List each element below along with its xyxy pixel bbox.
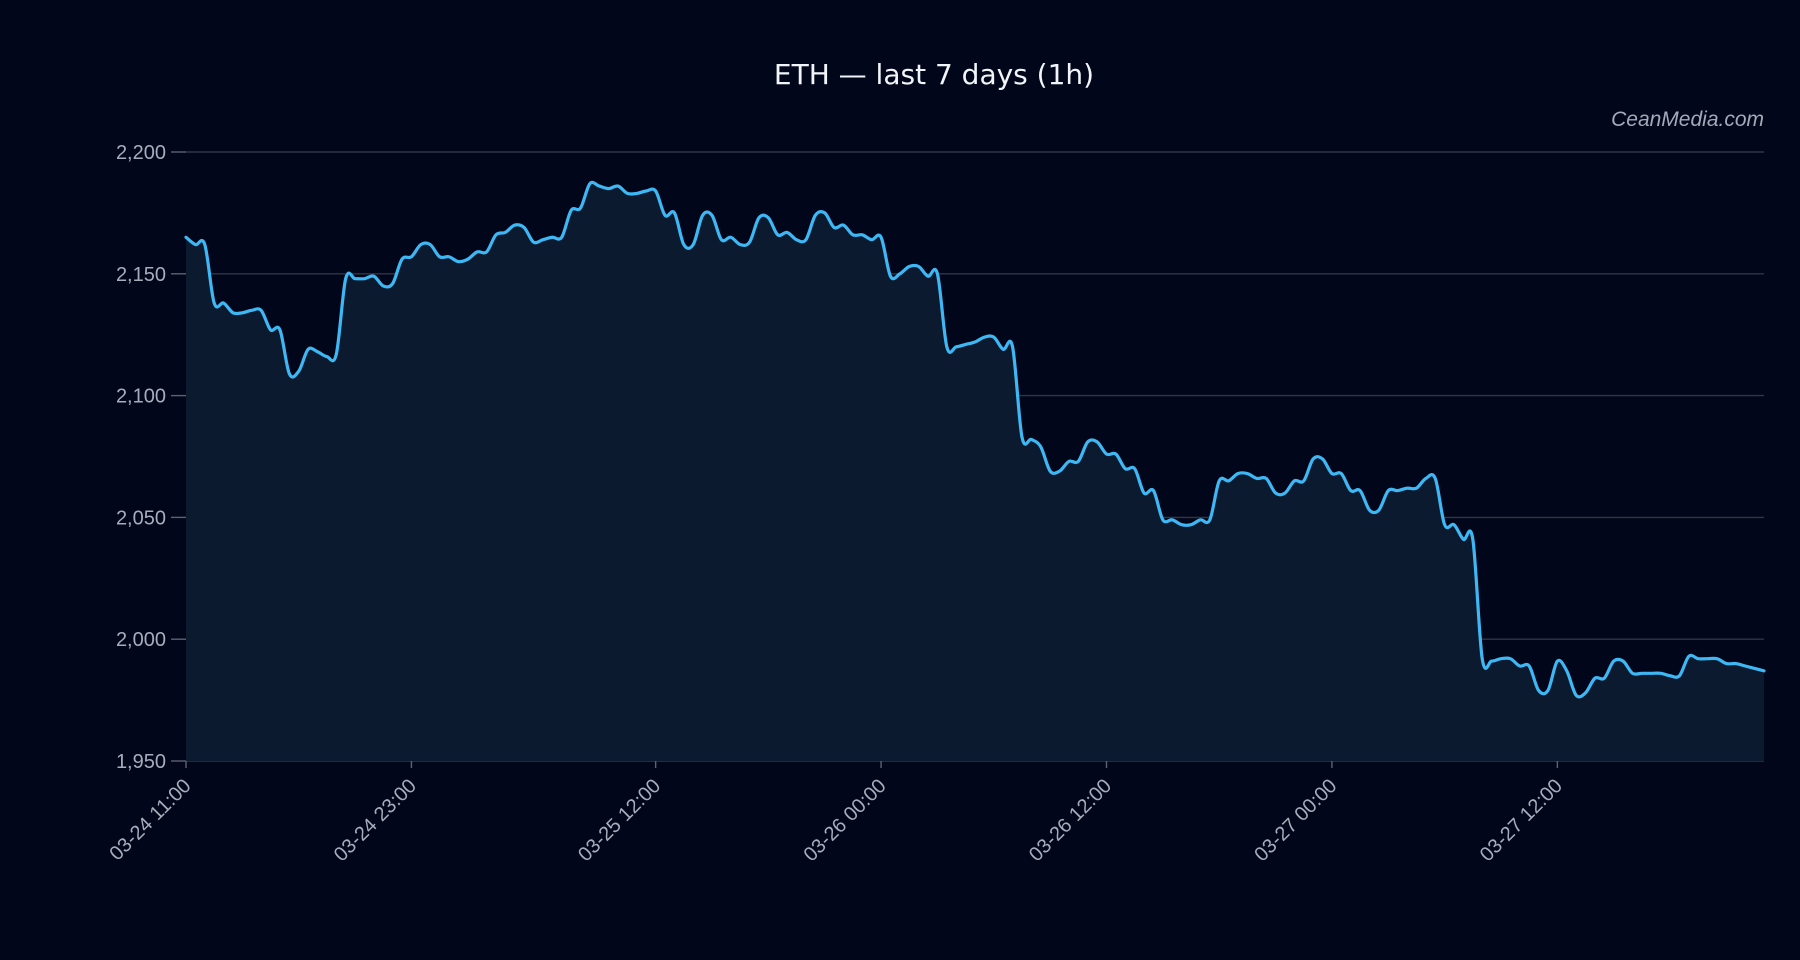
price-area-fill <box>186 182 1764 761</box>
y-tick-label: 1,950 <box>116 751 166 773</box>
y-tick-label: 2,100 <box>116 386 166 408</box>
y-tick-label: 2,000 <box>116 629 166 651</box>
watermark-text: CeanMedia.com <box>1611 108 1764 131</box>
chart-title: ETH — last 7 days (1h) <box>774 58 1094 91</box>
y-axis: 1,950 2,000 2,050 2,100 2,150 2,200 <box>116 142 186 773</box>
y-tick-label: 2,200 <box>116 142 166 164</box>
price-line <box>184 180 1766 699</box>
y-tick-label: 2,150 <box>116 264 166 286</box>
y-tick-label: 2,050 <box>116 507 166 529</box>
